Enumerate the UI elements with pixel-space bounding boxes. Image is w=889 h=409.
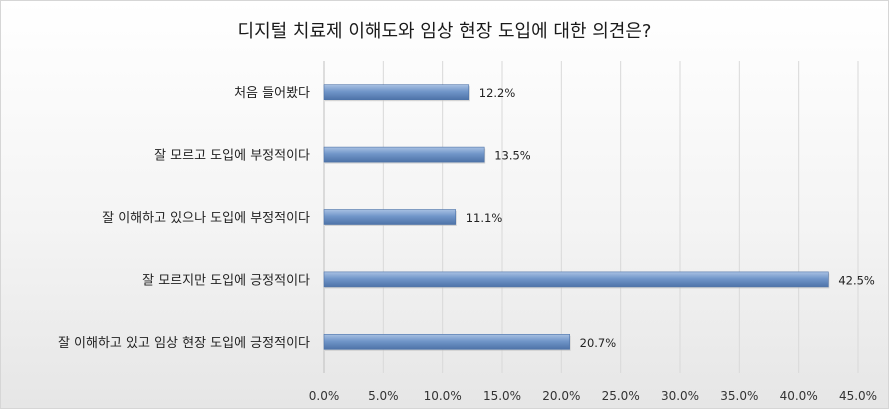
x-tick-label: 45.0% bbox=[839, 389, 877, 403]
x-tick-label: 15.0% bbox=[483, 389, 521, 403]
bar bbox=[323, 209, 457, 225]
x-tick-label: 35.0% bbox=[720, 389, 758, 403]
bar bbox=[323, 271, 829, 288]
data-label: 20.7% bbox=[580, 336, 617, 350]
x-tick-label: 40.0% bbox=[780, 389, 818, 403]
category-label: 잘 모르고 도입에 부정적이다 bbox=[154, 149, 310, 164]
x-tick-label: 0.0% bbox=[309, 389, 340, 403]
category-label: 잘 모르지만 도입에 긍정적이다 bbox=[142, 273, 310, 288]
bar bbox=[323, 333, 570, 350]
x-tick-label: 25.0% bbox=[602, 389, 640, 403]
chart-title: 디지털 치료제 이해도와 임상 현장 도입에 대한 의견은? bbox=[237, 21, 652, 42]
bar bbox=[323, 146, 485, 163]
data-label: 11.1% bbox=[466, 211, 503, 225]
data-label: 42.5% bbox=[838, 273, 875, 287]
x-tick-label: 10.0% bbox=[424, 389, 462, 403]
bar bbox=[323, 84, 470, 100]
category-label: 처음 들어봤다 bbox=[234, 86, 310, 101]
x-tick-label: 20.0% bbox=[542, 389, 580, 403]
data-label: 13.5% bbox=[494, 149, 531, 163]
data-label: 12.2% bbox=[479, 86, 516, 100]
category-label: 잘 이해하고 있고 임상 현장 도입에 긍정적이다 bbox=[58, 336, 310, 351]
bars bbox=[323, 84, 830, 351]
labels: 0.0% 5.0% 10.0% 15.0% 20.0% 25.0% 30.0% 35.0% 40… bbox=[58, 86, 877, 403]
category-label: 잘 이해하고 있으나 도입에 부정적이다 bbox=[102, 211, 310, 226]
x-tick-label: 5.0% bbox=[368, 389, 399, 403]
x-tick-label: 30.0% bbox=[661, 389, 699, 403]
